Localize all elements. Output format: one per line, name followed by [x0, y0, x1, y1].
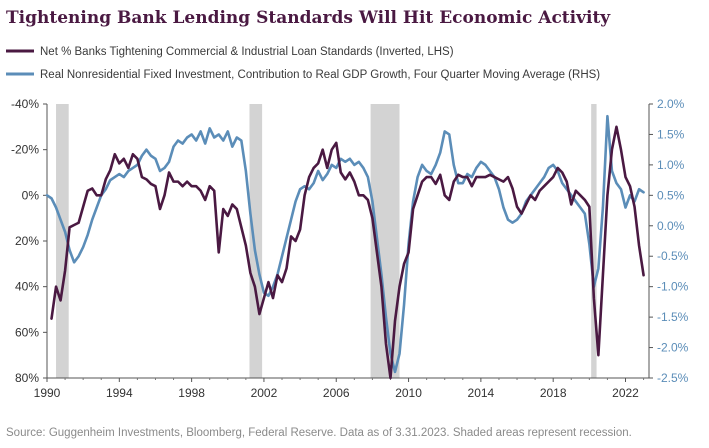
y-right-tick-label-8: -2.0% [657, 341, 689, 355]
series-line-nonres-investment [45, 114, 645, 374]
source-note: Source: Guggenheim Investments, Bloomber… [6, 427, 632, 439]
recession-band-1 [249, 104, 263, 378]
y-right-tick-label-2: 1.0% [657, 158, 685, 172]
x-tick-label-3: 2002 [251, 386, 278, 400]
chart-legend: Net % Banks Tightening Commercial & Indu… [6, 46, 600, 81]
chart-axes: -40% -20% 0% 20% 40% 60% 80% 2.0% 1.5% 1.0% 0.5% 0.… [11, 97, 689, 400]
y-left-tick-label-4: 40% [15, 280, 39, 294]
chart-title: Tightening Bank Lending Standards Will H… [6, 8, 611, 28]
y-left-tick-label-2: 0% [22, 188, 40, 202]
y-left-tick-label-6: 80% [15, 371, 39, 385]
series-layer [45, 114, 645, 380]
y-right-tick-label-3: 0.5% [657, 188, 685, 202]
x-tick-label-8: 2022 [612, 386, 639, 400]
x-tick-label-0: 1990 [34, 386, 61, 400]
y-right-tick-label-4: 0.0% [657, 219, 685, 233]
x-tick-label-6: 2014 [468, 386, 495, 400]
y-right-tick-label-7: -1.5% [657, 310, 689, 324]
x-tick-label-2: 1998 [178, 386, 205, 400]
legend-label-investment: Real Nonresidential Fixed Investment, Co… [40, 69, 600, 81]
y-right-tick-label-9: -2.5% [657, 371, 689, 385]
x-tick-label-7: 2018 [540, 386, 567, 400]
y-right-tick-label-1: 1.5% [657, 127, 685, 141]
series-line-lending-standards [50, 125, 645, 380]
y-right-tick-label-0: 2.0% [657, 97, 685, 111]
y-left-tick-label-1: -20% [11, 143, 39, 157]
x-tick-label-5: 2010 [395, 386, 422, 400]
y-right-tick-label-6: -1.0% [657, 280, 689, 294]
y-left-tick-label-0: -40% [11, 97, 39, 111]
y-left-tick-label-5: 60% [15, 325, 39, 339]
recession-shading [56, 104, 597, 378]
recession-band-0 [56, 104, 69, 378]
x-tick-label-4: 2006 [323, 386, 350, 400]
recession-band-3 [591, 104, 597, 378]
legend-label-lending: Net % Banks Tightening Commercial & Indu… [40, 46, 454, 58]
x-tick-label-1: 1994 [106, 386, 133, 400]
y-left-tick-label-3: 20% [15, 234, 39, 248]
y-right-tick-label-5: -0.5% [657, 249, 689, 263]
